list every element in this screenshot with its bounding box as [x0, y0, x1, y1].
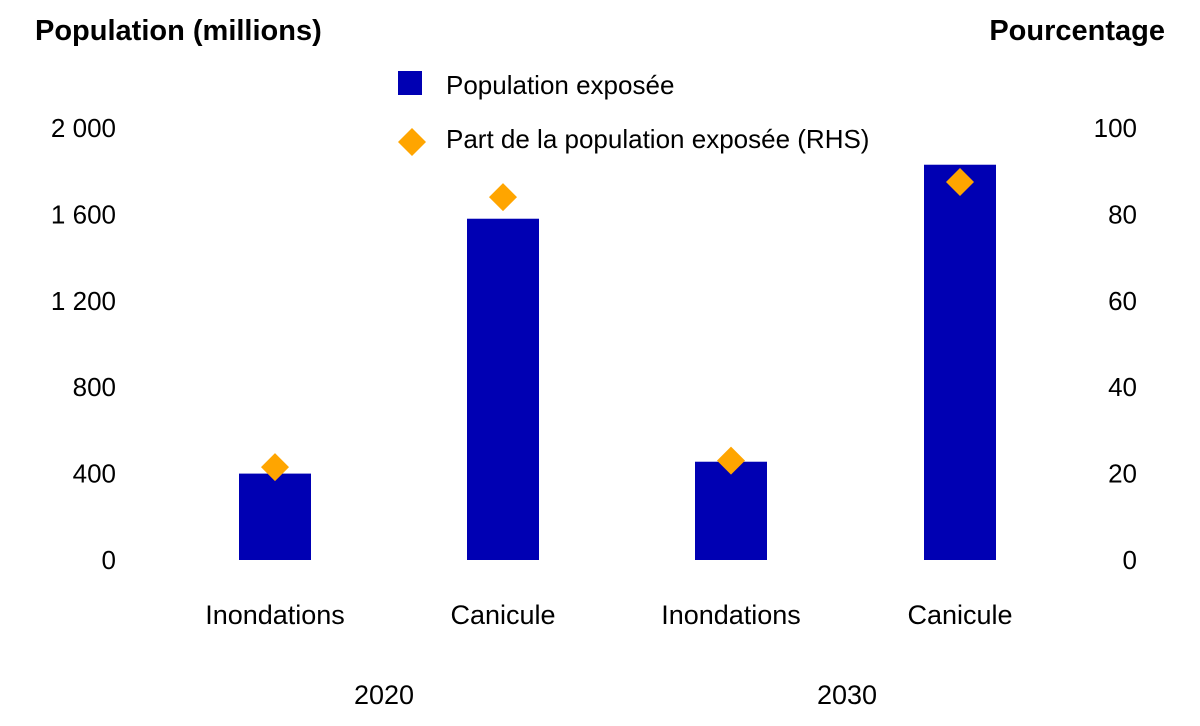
bar [239, 473, 311, 560]
bar [467, 218, 539, 560]
left-axis: 0 400 800 1 200 1 600 2 000 [51, 113, 116, 575]
left-tick-label: 1 600 [51, 199, 116, 229]
right-tick-label: 0 [1123, 545, 1137, 575]
category-labels: Inondations Canicule Inondations Canicule [205, 600, 1012, 630]
group-label: 2030 [817, 680, 877, 710]
legend-swatch-bar [398, 71, 422, 95]
left-tick-label: 2 000 [51, 113, 116, 143]
legend-label-bar: Population exposée [446, 70, 674, 100]
group-labels: 2020 2030 [354, 680, 877, 710]
right-axis: 0 20 40 60 80 100 [1094, 113, 1137, 575]
right-tick-label: 80 [1108, 199, 1137, 229]
category-label: Inondations [661, 600, 801, 630]
diamond-marker [946, 168, 974, 196]
legend-label-diamond: Part de la population exposée (RHS) [446, 124, 869, 154]
right-tick-label: 100 [1094, 113, 1137, 143]
category-label: Canicule [450, 600, 555, 630]
legend: Population exposée Part de la population… [398, 70, 869, 156]
right-axis-title: Pourcentage [989, 15, 1165, 47]
left-tick-label: 800 [73, 372, 116, 402]
diamond-marker [261, 453, 289, 482]
diamond-marker [489, 183, 517, 212]
bar [695, 461, 767, 560]
legend-swatch-diamond [398, 128, 426, 156]
bar [924, 164, 996, 560]
left-tick-label: 1 200 [51, 286, 116, 316]
diamond-marker [717, 446, 745, 475]
left-tick-label: 400 [73, 459, 116, 489]
left-axis-title: Population (millions) [35, 15, 322, 47]
category-label: Inondations [205, 600, 345, 630]
category-label: Canicule [907, 600, 1012, 630]
right-tick-label: 60 [1108, 286, 1137, 316]
group-label: 2020 [354, 680, 414, 710]
bar-series [239, 164, 996, 560]
marker-series [261, 168, 974, 482]
right-tick-label: 20 [1108, 459, 1137, 489]
right-tick-label: 40 [1108, 372, 1137, 402]
left-tick-label: 0 [102, 545, 116, 575]
